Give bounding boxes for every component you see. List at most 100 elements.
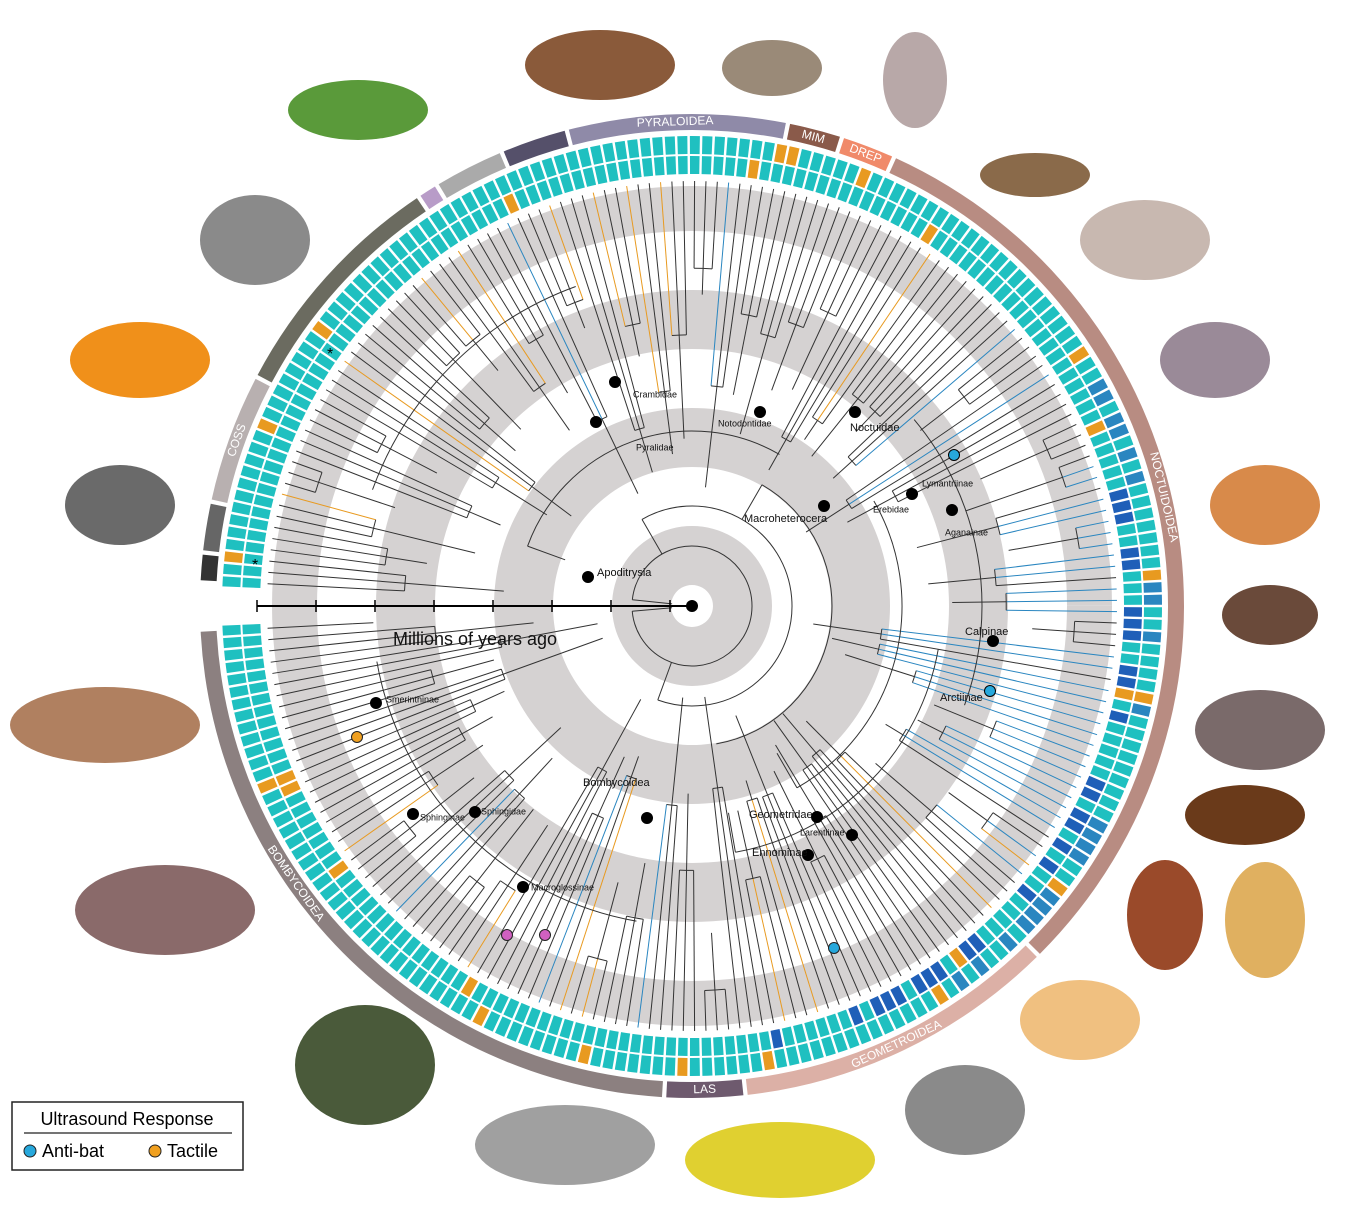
tip-state (815, 1017, 829, 1037)
tip-state (714, 137, 725, 156)
tip-state (630, 1034, 642, 1053)
tip-state (1134, 691, 1154, 704)
branch (833, 461, 852, 478)
branch (519, 758, 552, 794)
tip-state (713, 1037, 723, 1056)
tip-state (804, 1021, 818, 1041)
tip-state (227, 673, 246, 686)
tip-state (232, 697, 252, 710)
tip-state (571, 1022, 585, 1042)
tip-state (1121, 738, 1141, 753)
tip-state (1114, 688, 1134, 701)
tip-state (677, 136, 687, 154)
tip-state (242, 578, 260, 588)
tip-state (222, 576, 240, 587)
moth-image (980, 153, 1090, 197)
tip-state (774, 1049, 787, 1069)
state-node (352, 732, 363, 743)
node-label: Apoditrysia (597, 567, 652, 579)
tip-state (249, 518, 268, 531)
tip-state (1136, 520, 1155, 533)
tip-state (594, 165, 607, 185)
node-dot (985, 686, 996, 697)
tip-state (1114, 512, 1134, 525)
tip-state (654, 157, 665, 176)
tip-state (1117, 523, 1136, 535)
legend-title: Ultrasound Response (40, 1109, 213, 1129)
tip-state (654, 1036, 665, 1055)
tip-state (666, 156, 676, 174)
tip-state (793, 1024, 807, 1044)
tip-state (1106, 477, 1126, 491)
tip-state (241, 465, 261, 480)
node-dot (408, 809, 419, 820)
moth-image (1210, 465, 1320, 545)
tip-state (1123, 583, 1141, 593)
tip-state (542, 158, 557, 178)
tip-state (237, 477, 257, 491)
moth-image (295, 1005, 435, 1125)
moth-image (1195, 690, 1325, 770)
tip-state (244, 453, 264, 468)
clade-band (420, 187, 443, 210)
tip-state (229, 514, 249, 527)
tip-state (1119, 665, 1138, 677)
moth-image (905, 1065, 1025, 1155)
tip-state (702, 1058, 712, 1076)
tip-state (1112, 500, 1132, 513)
tip-state (1122, 559, 1141, 570)
tip-state (245, 542, 264, 554)
node-dot (847, 830, 858, 841)
branch (886, 724, 903, 735)
branch (509, 728, 561, 776)
tip-state (1106, 721, 1126, 735)
node-dot (470, 807, 481, 818)
node-dot (371, 698, 382, 709)
tip-state (738, 138, 750, 157)
tip-state (1134, 507, 1154, 520)
tip-state (244, 647, 263, 658)
tip-state (251, 506, 271, 519)
tip-state (1136, 679, 1155, 692)
branch (980, 450, 1047, 479)
tip-state (678, 1038, 688, 1056)
tip-state (642, 1035, 653, 1054)
tip-state (690, 1038, 700, 1056)
tip-state (736, 158, 747, 177)
tip-state (606, 163, 619, 182)
tip-state (242, 624, 260, 634)
clade-band (203, 504, 226, 552)
tip-state (815, 175, 829, 195)
tip-state (594, 1028, 607, 1048)
tip-state (1128, 483, 1148, 497)
moth-image (685, 1122, 875, 1198)
legend-item: Tactile (167, 1141, 218, 1161)
tip-state (1120, 653, 1139, 665)
tip-state (1119, 535, 1138, 547)
tip-state (770, 163, 783, 182)
branch (694, 181, 695, 268)
tip-state (736, 1035, 747, 1054)
tip-state (260, 471, 280, 485)
moth-image (200, 195, 310, 285)
node-label: Pyralidae (636, 442, 674, 452)
node-label: Crambidae (633, 389, 677, 399)
tip-state (618, 161, 630, 180)
node-label: Sphingidae (481, 806, 526, 816)
tip-state (232, 502, 252, 515)
tip-state (1131, 495, 1151, 509)
moth-image (10, 687, 200, 763)
tip-state (1131, 703, 1151, 717)
tip-state (652, 1056, 663, 1075)
tip-state (677, 1058, 687, 1076)
tip-state (227, 526, 246, 539)
tip-state (748, 1033, 760, 1052)
clade-band (201, 555, 219, 582)
tip-state (566, 151, 580, 171)
tip-state (640, 1055, 652, 1074)
node-label: Geometridae (749, 809, 813, 821)
tip-state (590, 1047, 603, 1067)
node-label: Erebidae (873, 504, 909, 514)
tip-state (627, 139, 639, 158)
moth-image (288, 80, 428, 140)
